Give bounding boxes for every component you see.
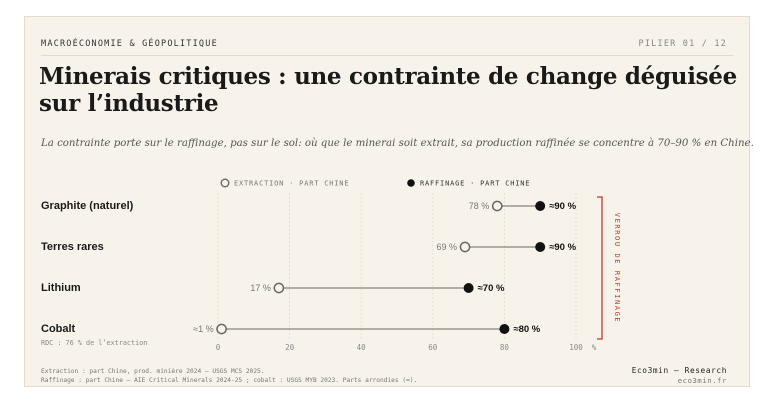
- subtitle: La contrainte porte sur le raffinage, pa…: [41, 138, 754, 149]
- brand-site: eco3min.fr: [677, 376, 727, 385]
- page-title: Minerais critiques : une contrainte de c…: [39, 63, 737, 117]
- extraction-value-label: 17 %: [250, 283, 271, 293]
- x-tick-label: 40: [357, 343, 367, 352]
- category-label: Terres rares: [41, 241, 104, 253]
- extraction-point: [216, 323, 227, 335]
- category-label: Lithium: [41, 282, 81, 294]
- category-note: RDC : 76 % de l’extraction: [41, 339, 147, 347]
- raffinage-point: [499, 324, 510, 334]
- x-tick-label: 100: [569, 343, 583, 352]
- brand-name: Eco3min — Research: [631, 366, 727, 375]
- extraction-point: [459, 241, 471, 253]
- legend-raffinage-marker: [407, 179, 415, 187]
- extraction-point: [491, 200, 503, 212]
- raffinage-value-label: ≈80 %: [513, 324, 540, 335]
- infographic-card: MACROÉCONOMIE & GÉOPOLITIQUE PILIER 01 /…: [24, 16, 754, 387]
- source-extraction: Extraction : part Chine, prod. minière 2…: [41, 368, 265, 375]
- legend-extraction-marker: [220, 178, 230, 188]
- x-tick-label: 80: [500, 343, 510, 352]
- section-label: MACROÉCONOMIE & GÉOPOLITIQUE: [41, 39, 218, 49]
- raffinage-value-label: ≈70 %: [478, 283, 505, 294]
- raffinage-bracket: [597, 196, 603, 340]
- raffinage-point: [535, 201, 546, 211]
- extraction-point: [273, 282, 285, 294]
- source-raffinage: Raffinage : part Chine — AIE Critical Mi…: [41, 377, 418, 384]
- dumbbell-chart: 0 20 40 60 80 100 % EXTRACTION · PART CHINE RAFF…: [41, 178, 621, 352]
- legend-raffinage-label: RAFFINAGE · PART CHINE: [420, 180, 530, 188]
- x-tick-label: 60: [428, 343, 438, 352]
- header-divider: [41, 55, 733, 56]
- raffinage-value-label: ≈90 %: [549, 201, 576, 212]
- category-label: Graphite (naturel): [41, 200, 134, 212]
- x-tick-label: 20: [285, 343, 295, 352]
- extraction-value-label: 69 %: [437, 242, 458, 252]
- raffinage-point: [535, 242, 546, 252]
- category-label: Cobalt: [41, 323, 76, 335]
- bracket-label: VERROU DE RAFFINAGE: [613, 213, 621, 323]
- x-tick-label: 0: [216, 343, 221, 352]
- raffinage-point: [463, 283, 474, 293]
- pillar-indicator: PILIER 01 / 12: [638, 39, 727, 49]
- legend-extraction-label: EXTRACTION · PART CHINE: [234, 180, 349, 188]
- extraction-value-label: ≈1 %: [193, 324, 213, 334]
- raffinage-value-label: ≈90 %: [549, 242, 576, 253]
- extraction-value-label: 78 %: [469, 201, 490, 211]
- x-unit-label: %: [592, 343, 597, 352]
